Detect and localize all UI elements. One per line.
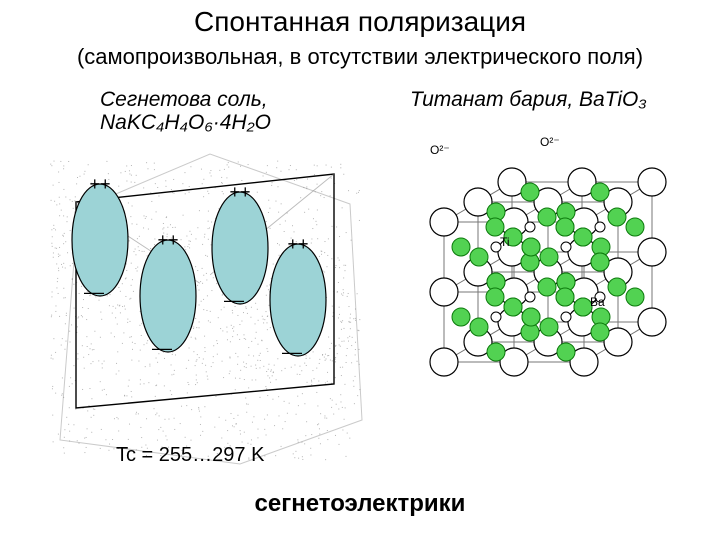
curie-temperature-label: Tc = 255…297 K	[116, 444, 264, 467]
svg-text:++: ++	[157, 230, 178, 250]
svg-text:––: ––	[224, 290, 244, 310]
left-name-line2: NaKC₄H₄O₆·4H₂O	[100, 111, 271, 134]
right-name: Титанат бария, BaTiO₃	[410, 88, 647, 111]
svg-text:––: ––	[152, 338, 172, 358]
slide-subtitle: (самопроизвольная, в отсутствии электрич…	[0, 44, 720, 70]
right-column-label: Титанат бария, BaTiO₃	[410, 88, 710, 112]
barium-titanate-diagram: O²⁻ O²⁻ Ti Ba	[390, 116, 690, 416]
ferroelectrics-label: сегнетоэлектрики	[0, 490, 720, 518]
svg-text:Ba: Ba	[590, 295, 605, 309]
svg-text:O²⁻: O²⁻	[540, 135, 560, 149]
slide: Спонтанная поляризация (самопроизвольная…	[0, 0, 720, 540]
svg-text:Ti: Ti	[500, 235, 510, 249]
rochelle-salt-diagram: ++ –– ++ –– ++ –– ++ ––	[40, 140, 370, 470]
slide-title: Спонтанная поляризация	[0, 6, 720, 38]
left-name-line1: Сегнетова соль,	[100, 88, 268, 111]
svg-text:O²⁻: O²⁻	[430, 143, 450, 157]
svg-text:++: ++	[229, 182, 250, 202]
svg-text:++: ++	[89, 174, 110, 194]
svg-text:++: ++	[287, 234, 308, 254]
svg-text:––: ––	[282, 342, 302, 362]
left-column-label: Сегнетова соль, NaKC₄H₄O₆·4H₂O	[100, 88, 360, 134]
svg-text:––: ––	[84, 282, 104, 302]
